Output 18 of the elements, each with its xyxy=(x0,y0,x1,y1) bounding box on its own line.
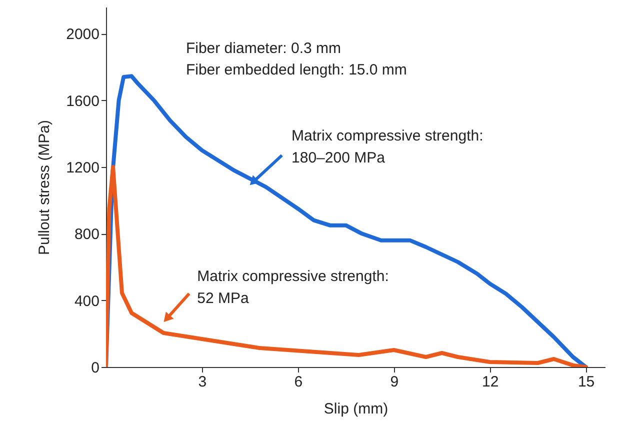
x-tick-label: 15 xyxy=(578,374,595,390)
annotation: Fiber embedded length: 15.0 mm xyxy=(186,62,407,78)
text: Matrix compressive strength: 180–200 MPa xyxy=(292,127,484,166)
x-tick-label: 12 xyxy=(482,374,499,390)
y-axis-title: Pullout stress (MPa) xyxy=(36,120,54,256)
y-tick-label: 400 xyxy=(74,292,100,310)
x-tick-label: 6 xyxy=(294,374,303,390)
line-series xyxy=(106,165,588,367)
y-tick-label: 2000 xyxy=(66,26,100,44)
y-tick-label: 1200 xyxy=(66,160,100,176)
y-tick-label: 800 xyxy=(74,226,100,244)
y-tick-label: 0 xyxy=(91,360,100,376)
x-tick-label: 3 xyxy=(198,374,207,390)
text: Matrix compressive strength: 52 MPa xyxy=(197,268,389,308)
x-axis-title: Slip (mm) xyxy=(324,400,388,418)
x-tick-label: 9 xyxy=(390,374,399,390)
annotation: Fiber diameter: 0.3 mm xyxy=(186,40,342,57)
y-tick-label: 1600 xyxy=(66,92,100,110)
